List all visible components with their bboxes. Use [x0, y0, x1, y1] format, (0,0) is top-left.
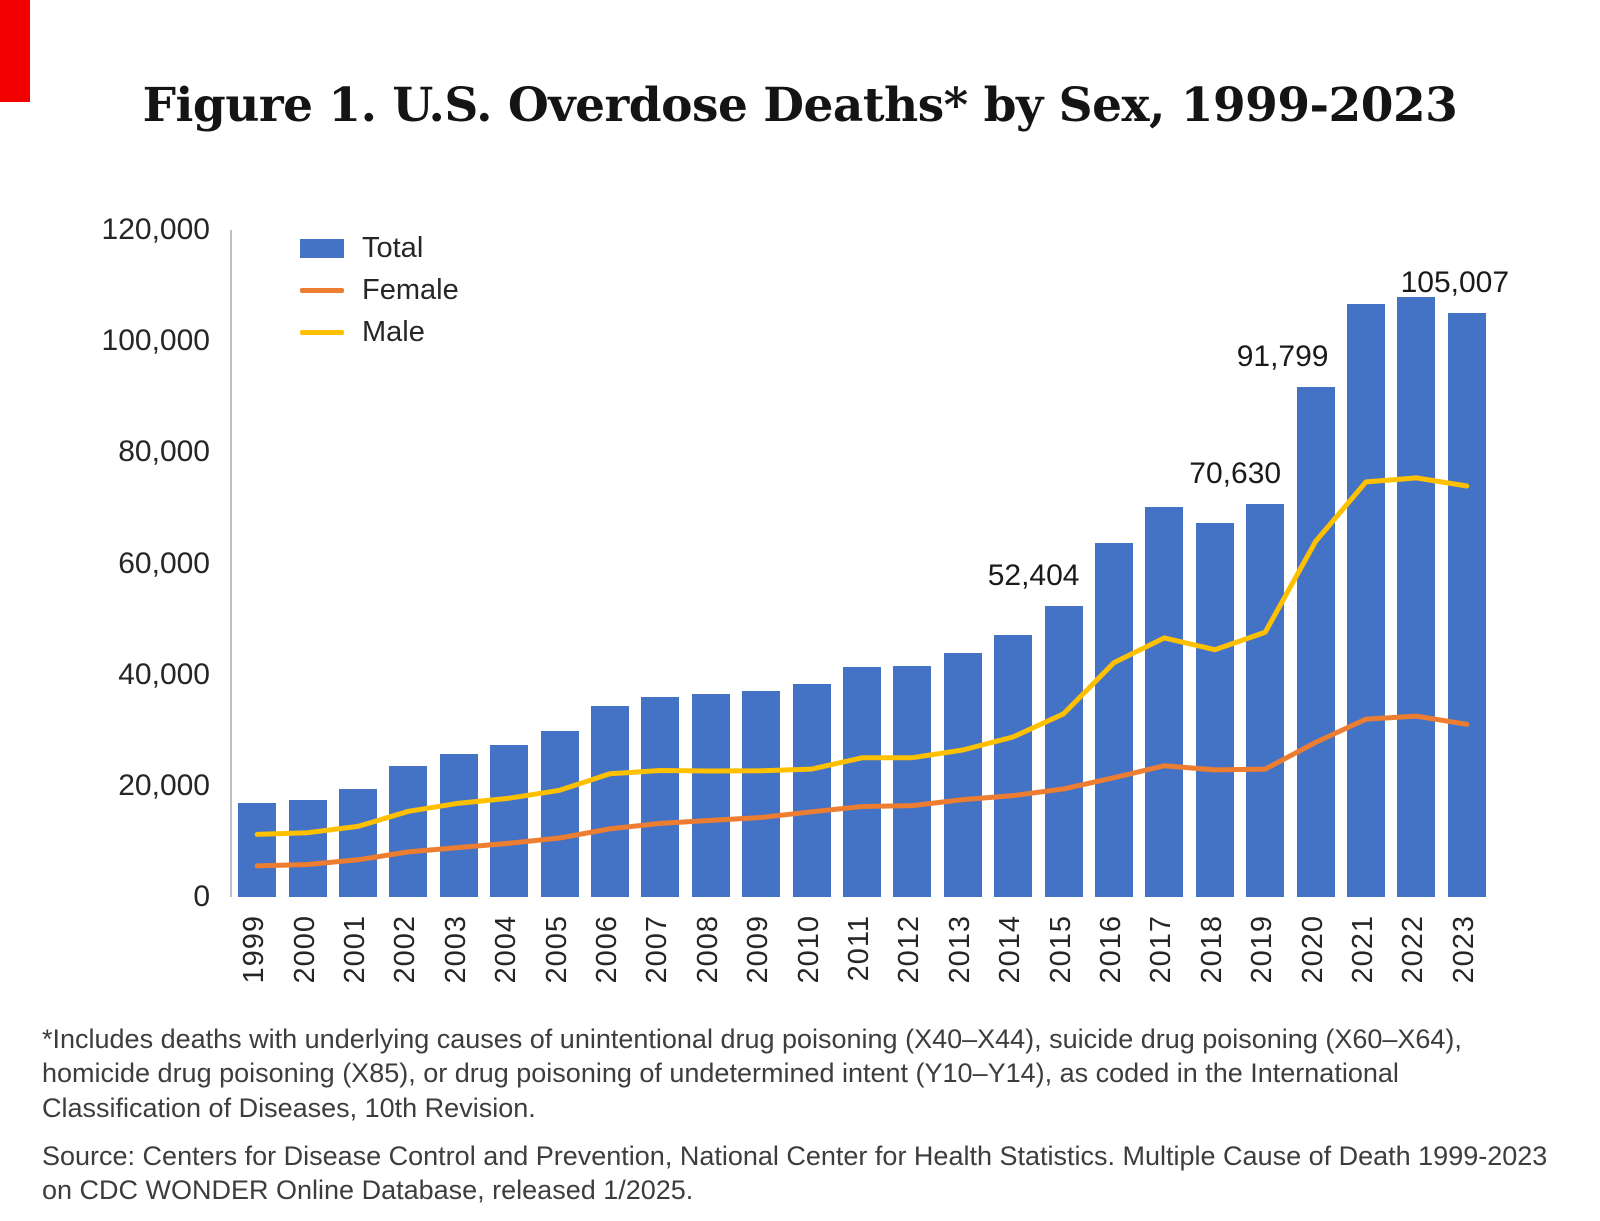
- bar-2015: [1044, 605, 1083, 897]
- x-tick-label-2021: 2021: [1347, 915, 1379, 984]
- y-tick-label-60000: 60,000: [118, 546, 210, 580]
- plot-area: 52,404 70,630 91,799 105,007: [230, 230, 1509, 897]
- x-tick-label-2018: 2018: [1195, 915, 1228, 984]
- bar-1999: [238, 803, 277, 897]
- bar-2009: [742, 691, 781, 897]
- bar-2004: [490, 744, 529, 897]
- legend-label-male: Male: [362, 316, 425, 348]
- x-tick-label-2017: 2017: [1145, 915, 1178, 984]
- legend-item-total: Total: [300, 232, 459, 265]
- y-tick-label-120000: 120,000: [101, 213, 210, 246]
- bar-2003: [439, 753, 478, 897]
- bar-2000: [288, 800, 327, 897]
- x-tick-label-1999: 1999: [238, 915, 271, 984]
- bar-2022: [1397, 297, 1436, 897]
- line-female: [254, 713, 1470, 869]
- bar-2002: [389, 766, 428, 897]
- bar-2018: [1195, 522, 1234, 897]
- footnote-definition: *Includes deaths with underlying causes …: [42, 1024, 1462, 1123]
- x-tick-label-2002: 2002: [389, 915, 422, 984]
- bar-2011: [843, 667, 881, 897]
- bar-2016: [1095, 543, 1133, 897]
- x-tick-label-2020: 2020: [1296, 915, 1329, 984]
- bar-2021: [1347, 303, 1385, 897]
- bar-2019: [1246, 504, 1285, 897]
- data-label-2020: 91,799: [1236, 339, 1329, 373]
- bar-2001: [339, 789, 377, 897]
- data-label-2015: 52,404: [987, 558, 1080, 592]
- x-tick-label-2001: 2001: [339, 915, 371, 984]
- bar-2012: [893, 666, 932, 897]
- legend-item-female: Female: [300, 274, 459, 307]
- x-tick-label-2013: 2013: [943, 915, 976, 984]
- x-tick-label-2015: 2015: [1044, 915, 1077, 984]
- bar-2005: [540, 731, 579, 897]
- legend-swatch-female: [300, 288, 344, 293]
- bar-2008: [691, 694, 730, 897]
- y-tick-label-100000: 100,000: [101, 324, 210, 358]
- footnote-source: Source: Centers for Disease Control and …: [42, 1140, 1548, 1206]
- y-tick-label-20000: 20,000: [118, 768, 210, 802]
- data-label-2019: 70,630: [1189, 457, 1282, 491]
- x-tick-label-2000: 2000: [288, 915, 321, 984]
- data-label-2023: 105,007: [1400, 266, 1510, 300]
- bar-2017: [1145, 506, 1184, 897]
- x-tick-label-2011: 2011: [843, 915, 875, 982]
- x-tick-label-2003: 2003: [439, 915, 472, 984]
- chart-title: Figure 1. U.S. Overdose Deaths* by Sex, …: [142, 78, 1458, 133]
- x-tick-label-2010: 2010: [792, 915, 825, 984]
- x-tick-label-2007: 2007: [641, 915, 674, 984]
- x-tick-label-2009: 2009: [742, 915, 775, 984]
- bar-2010: [792, 683, 831, 897]
- x-tick-label-2014: 2014: [994, 915, 1027, 984]
- footnotes: *Includes deaths with underlying causes …: [42, 1022, 1562, 1221]
- x-tick-label-2022: 2022: [1397, 915, 1430, 984]
- x-tick-label-2006: 2006: [591, 915, 623, 984]
- bar-2007: [641, 696, 680, 897]
- line-male: [254, 475, 1470, 837]
- x-tick-label-2023: 2023: [1447, 915, 1480, 984]
- bar-2006: [591, 705, 629, 897]
- left-edge-red-artifact: [0, 0, 30, 102]
- bar-2014: [994, 635, 1033, 897]
- x-tick-label-2008: 2008: [691, 915, 724, 984]
- legend-swatch-male: [300, 330, 344, 335]
- bar-2023: [1447, 313, 1486, 897]
- legend-swatch-total: [300, 239, 344, 258]
- x-tick-label-2004: 2004: [490, 915, 523, 984]
- x-tick-label-2019: 2019: [1246, 915, 1279, 984]
- legend-label-female: Female: [362, 274, 459, 306]
- x-tick-label-2012: 2012: [893, 915, 926, 984]
- chart: 120,000 100,000 80,000 60,000 40,000 20,000 0 …: [60, 190, 1540, 1020]
- legend-item-male: Male: [300, 316, 459, 349]
- x-tick-label-2005: 2005: [540, 915, 573, 984]
- bar-2020: [1296, 386, 1335, 897]
- y-tick-label-40000: 40,000: [118, 657, 210, 691]
- y-tick-label-0: 0: [193, 880, 210, 913]
- bar-2013: [943, 652, 982, 897]
- y-tick-label-80000: 80,000: [118, 435, 210, 469]
- line-series-layer: [254, 475, 1470, 869]
- x-axis: 1999 2000 2001 2002 2003 2004 2005 2006 2007 2008…: [230, 907, 1490, 1012]
- chart-legend: Total Female Male: [300, 232, 459, 358]
- x-tick-label-2016: 2016: [1095, 915, 1127, 984]
- legend-label-total: Total: [362, 232, 424, 264]
